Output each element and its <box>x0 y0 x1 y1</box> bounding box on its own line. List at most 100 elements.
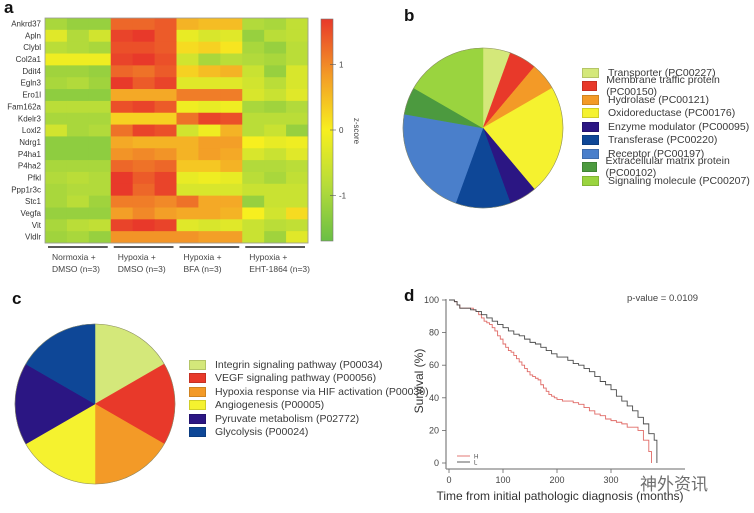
heatmap-cell <box>45 231 68 244</box>
x-tick-label: 100 <box>495 475 510 485</box>
heatmap-cell <box>198 136 221 149</box>
heatmap-cell <box>242 18 265 31</box>
legend-label: Transferase (PC00220) <box>608 134 718 147</box>
heatmap-cell <box>154 219 177 232</box>
heatmap-cell <box>286 41 309 54</box>
heatmap-cell <box>286 124 309 137</box>
heatmap-cell <box>264 136 287 149</box>
heatmap-row-label: Ppp1r3c <box>11 185 41 194</box>
heatmap-cell <box>154 207 177 220</box>
survival-legend-label: L <box>474 461 478 467</box>
legend-swatch <box>582 108 599 119</box>
heatmap-cell <box>176 18 199 31</box>
legend-item: Transferase (PC00220) <box>582 134 754 148</box>
heatmap-cell <box>110 207 134 220</box>
heatmap-cell <box>154 148 177 161</box>
heatmap-cell <box>66 18 90 31</box>
heatmap-cell <box>176 195 199 208</box>
panel-label-c: c <box>12 289 22 308</box>
heatmap-cell <box>132 100 155 114</box>
heatmap-cell <box>264 77 287 90</box>
heatmap-cell <box>242 207 265 220</box>
heatmap-cell <box>176 89 199 102</box>
heatmap-cell <box>286 148 309 161</box>
heatmap-cell <box>66 183 90 197</box>
heatmap-cell <box>66 29 90 43</box>
heatmap-cell <box>154 29 177 43</box>
heatmap-cell <box>45 65 68 78</box>
heatmap-cell <box>154 65 177 78</box>
heatmap-cell <box>264 124 287 137</box>
heatmap-cell <box>264 160 287 173</box>
heatmap-row-label: Clybl <box>23 43 41 52</box>
heatmap-cell <box>242 171 265 185</box>
heatmap-cell <box>264 231 287 244</box>
x-tick-label: 0 <box>446 475 451 485</box>
heatmap-cell <box>286 100 309 114</box>
heatmap-cell <box>264 207 287 220</box>
heatmap-cell <box>286 231 309 244</box>
legend-item: Receptor (PC00197) <box>582 147 754 161</box>
heatmap-cell <box>220 29 243 43</box>
heatmap-cell <box>66 231 90 244</box>
heatmap-cell <box>242 136 265 149</box>
group-label: DMSO (n=3) <box>52 264 100 274</box>
heatmap-cell <box>220 41 243 54</box>
heatmap-cell <box>154 195 177 208</box>
legend-item: Pyruvate metabolism (P02772) <box>189 412 429 426</box>
heatmap-cell <box>132 183 155 197</box>
heatmap-cell <box>242 112 265 125</box>
colorbar-tick-label: 1 <box>339 61 344 70</box>
heatmap-row-label: Apln <box>25 31 41 40</box>
heatmap-cell <box>176 148 199 161</box>
legend-swatch <box>189 359 206 370</box>
legend-swatch <box>189 400 206 411</box>
legend-swatch <box>582 175 599 186</box>
heatmap-cell <box>286 207 309 220</box>
group-label: Hypoxia + <box>249 252 287 262</box>
heatmap-row-label: P4ha1 <box>18 150 42 159</box>
heatmap-cell <box>88 195 112 208</box>
legend-label: Transporter (PC00227) <box>608 66 716 79</box>
heatmap-cell <box>132 219 155 232</box>
heatmap-cell <box>66 112 90 125</box>
heatmap-cell <box>220 100 243 114</box>
legend-item: Glycolysis (P00024) <box>189 426 429 440</box>
legend-label: Enzyme modulator (PC00095) <box>608 120 750 133</box>
heatmap-cell <box>154 160 177 173</box>
heatmap-cell <box>220 112 243 125</box>
heatmap-cell <box>154 100 177 114</box>
heatmap-cell <box>242 89 265 102</box>
heatmap-cell <box>132 77 155 90</box>
heatmap-cell <box>176 77 199 90</box>
heatmap-cell <box>110 100 134 114</box>
heatmap-cell <box>110 112 134 125</box>
heatmap-cell <box>286 219 309 232</box>
legend-label: Hydrolase (PC00121) <box>608 93 709 106</box>
heatmap-cell <box>242 183 265 197</box>
heatmap-cell <box>220 53 243 66</box>
heatmap-cell <box>132 171 155 185</box>
heatmap-cell <box>264 53 287 66</box>
heatmap-cell <box>132 112 155 125</box>
heatmap-cell <box>88 183 112 197</box>
heatmap-cell <box>220 65 243 78</box>
heatmap-row-label: Loxl2 <box>22 126 42 135</box>
heatmap-cell <box>242 219 265 232</box>
heatmap-cell <box>45 41 68 54</box>
heatmap-cell <box>88 160 112 173</box>
heatmap-cell <box>176 136 199 149</box>
heatmap-row-label: Vegfa <box>21 209 42 218</box>
heatmap-cell <box>286 171 309 185</box>
heatmap-row-label: Egln3 <box>21 79 42 88</box>
heatmap-cell <box>110 18 134 31</box>
heatmap-cell <box>154 18 177 31</box>
heatmap-cell <box>154 77 177 90</box>
heatmap-cell <box>154 231 177 244</box>
heatmap-cell <box>66 207 90 220</box>
survival-legend-label: H <box>474 455 478 461</box>
colorbar-tick-label: 0 <box>339 126 344 135</box>
pie-outline <box>14 323 176 485</box>
heatmap-cell <box>110 124 134 137</box>
heatmap-cell <box>66 160 90 173</box>
